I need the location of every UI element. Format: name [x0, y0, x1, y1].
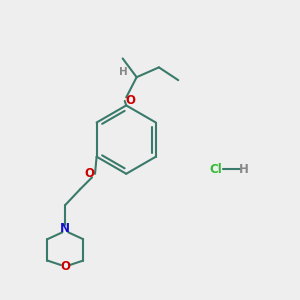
Text: O: O: [125, 94, 135, 107]
Text: N: N: [60, 222, 70, 235]
Text: O: O: [84, 167, 94, 180]
Text: Cl: Cl: [209, 163, 222, 176]
Text: O: O: [60, 260, 70, 273]
Text: H: H: [239, 163, 249, 176]
Text: H: H: [119, 67, 128, 77]
